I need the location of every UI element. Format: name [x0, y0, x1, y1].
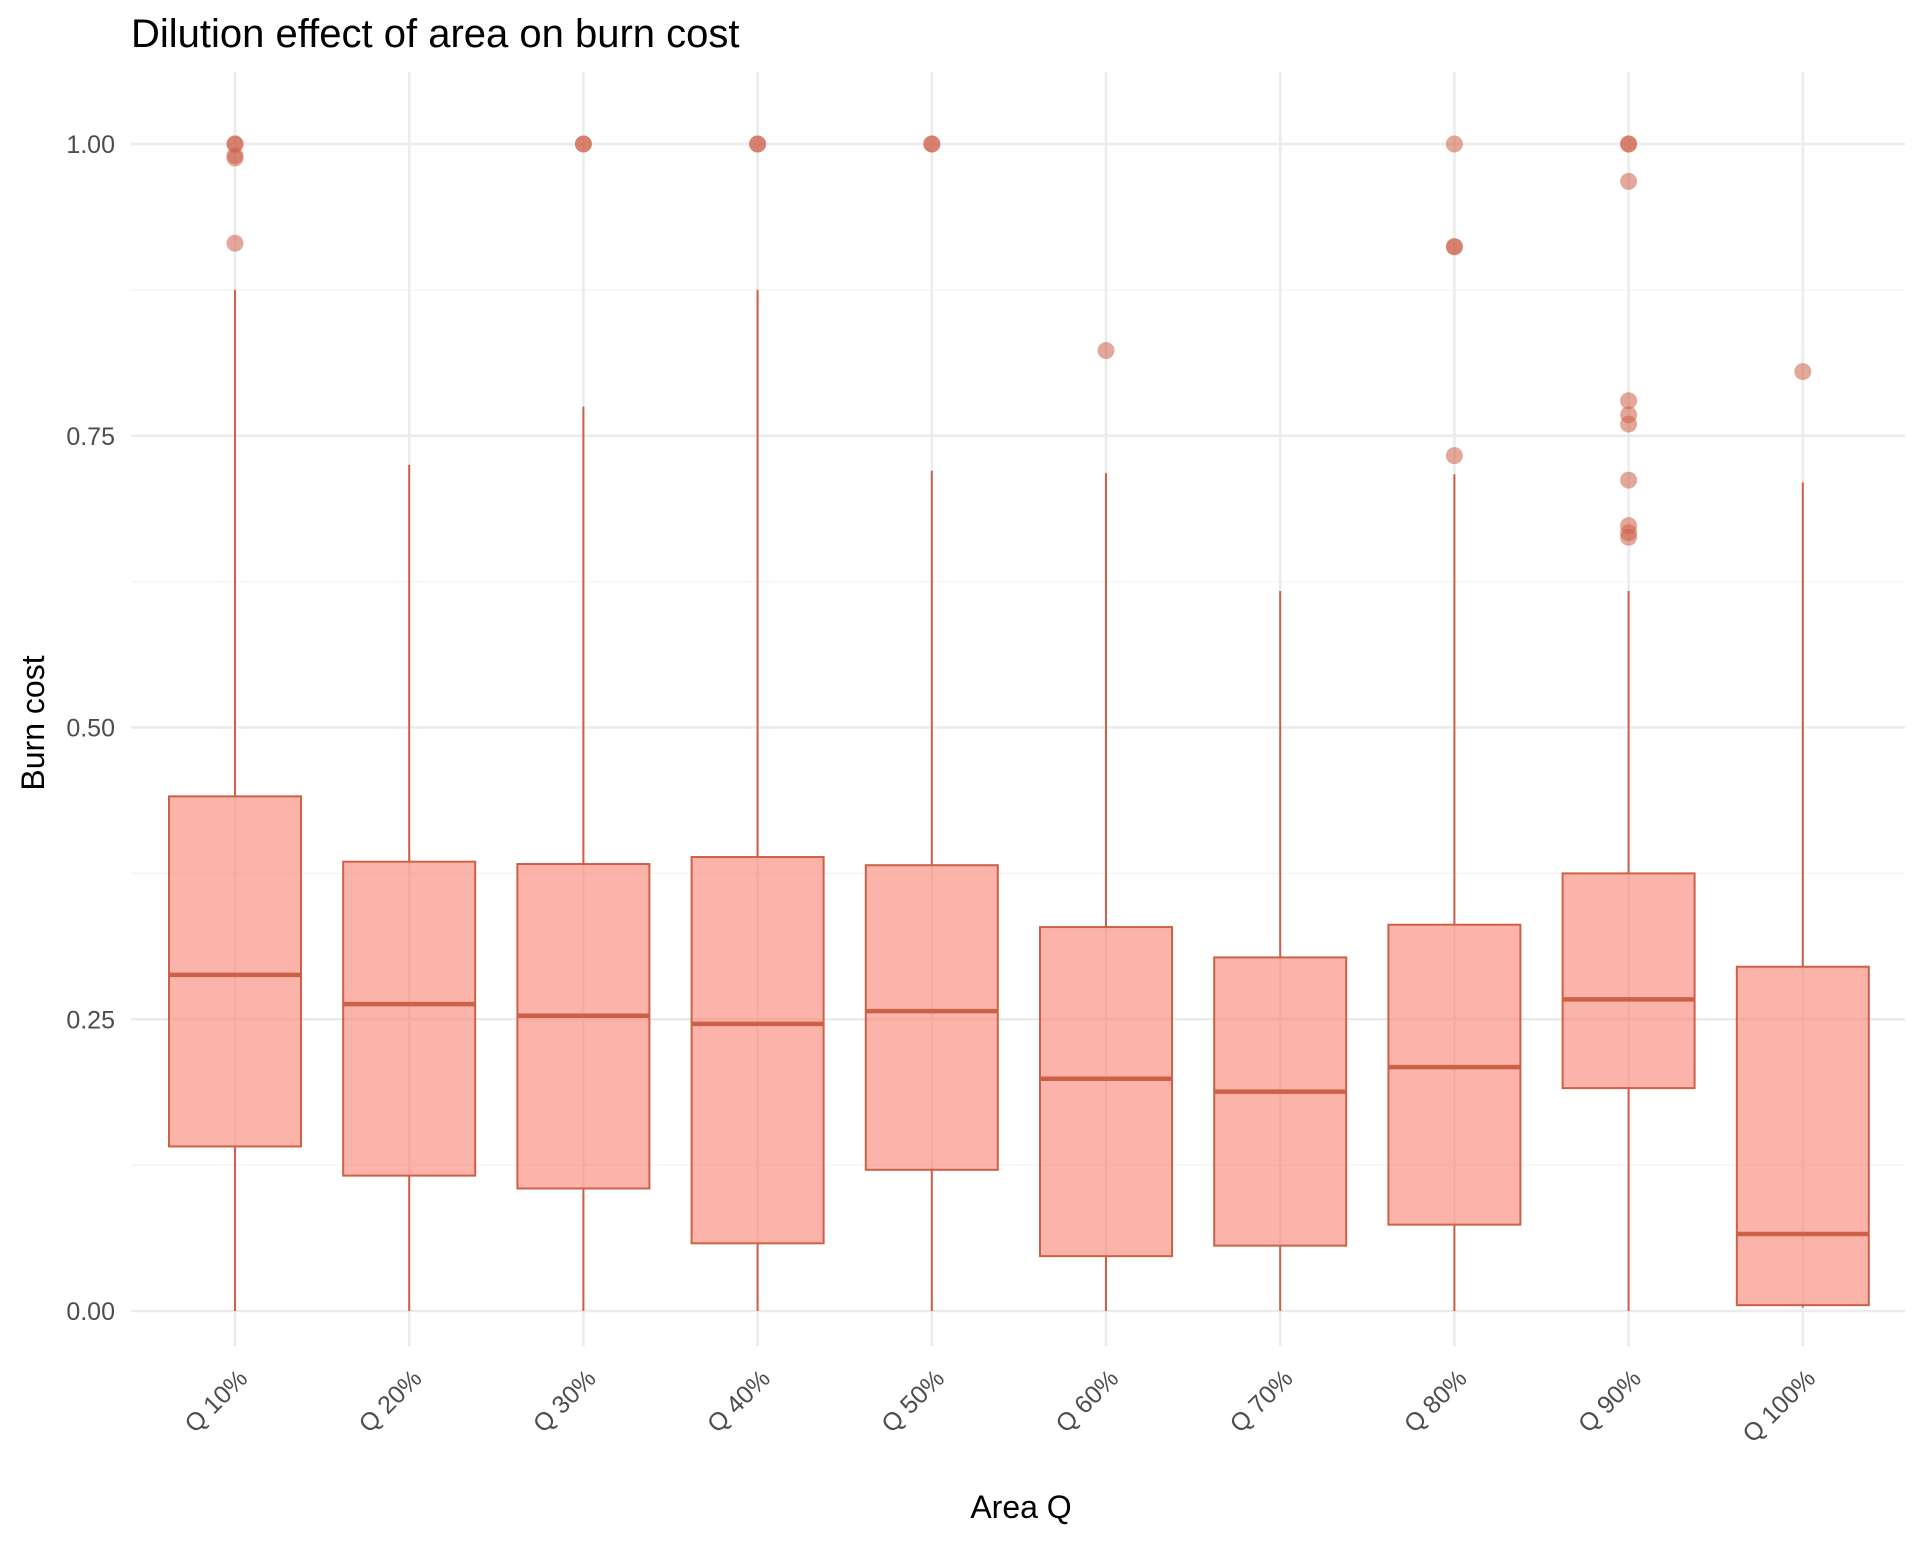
outlier-point [749, 135, 767, 153]
y-tick-label: 1.00 [66, 131, 115, 159]
box-iqr [342, 860, 477, 1177]
y-tick-label: 0.25 [66, 1006, 115, 1034]
box-group [516, 406, 651, 1311]
y-axis-title: Burn cost [15, 655, 51, 790]
box-group [1735, 482, 1870, 1308]
outlier-point [1620, 415, 1638, 433]
box-group [690, 289, 825, 1311]
box-layer [168, 289, 1870, 1311]
x-tick-label: Q 90% [1573, 1364, 1647, 1438]
box-group [168, 289, 302, 1311]
box-iqr [1735, 965, 1870, 1307]
outlier-point [226, 149, 244, 167]
outlier-point [1097, 342, 1115, 360]
outlier-point [1620, 392, 1638, 410]
box-iqr [690, 856, 825, 1245]
x-tick-label: Q 100% [1737, 1364, 1821, 1448]
outlier-layer [226, 135, 1812, 546]
x-tick-label: Q 70% [1225, 1364, 1299, 1438]
outlier-point [1620, 471, 1638, 489]
x-tick-label: Q 30% [528, 1364, 602, 1438]
y-axis-ticks: 0.00 0.25 0.50 0.75 1.00 [66, 131, 115, 1326]
box-iqr [1039, 926, 1173, 1258]
box-iqr [516, 863, 651, 1190]
outlier-point [1445, 238, 1463, 256]
outlier-point [1445, 135, 1463, 153]
box-group [1213, 590, 1348, 1311]
box-iqr [1561, 872, 1696, 1090]
y-tick-label: 0.50 [66, 715, 115, 743]
box-group [1387, 474, 1522, 1311]
box-iqr [1213, 956, 1348, 1247]
outlier-point [1620, 135, 1638, 153]
box-group [1561, 590, 1696, 1311]
y-tick-label: 0.00 [66, 1298, 115, 1326]
box-iqr [864, 864, 999, 1171]
x-tick-label: Q 20% [354, 1364, 428, 1438]
y-tick-label: 0.75 [66, 423, 115, 451]
box-group [1039, 473, 1173, 1311]
x-axis-ticks: Q 10% Q 20% Q 30% Q 40% Q 50% Q 60% Q 70% Q 80%… [179, 1364, 1821, 1448]
outlier-point [226, 234, 244, 252]
x-tick-label: Q 80% [1399, 1364, 1473, 1438]
box-iqr [1387, 923, 1522, 1226]
outlier-point [1620, 528, 1638, 546]
x-tick-label: Q 10% [179, 1364, 253, 1438]
x-tick-label: Q 60% [1050, 1364, 1124, 1438]
outlier-point [226, 135, 244, 153]
outlier-point [574, 135, 592, 153]
outlier-point [923, 135, 941, 153]
box-group [864, 470, 999, 1311]
outlier-point [1620, 172, 1638, 190]
box-iqr [168, 795, 302, 1148]
outlier-point [1445, 447, 1463, 465]
outlier-point [1794, 363, 1812, 381]
box-group [342, 464, 477, 1311]
x-tick-label: Q 40% [702, 1364, 776, 1438]
x-tick-label: Q 50% [876, 1364, 950, 1438]
x-axis-title: Area Q [970, 1489, 1071, 1525]
chart-title: Dilution effect of area on burn cost [131, 12, 740, 56]
